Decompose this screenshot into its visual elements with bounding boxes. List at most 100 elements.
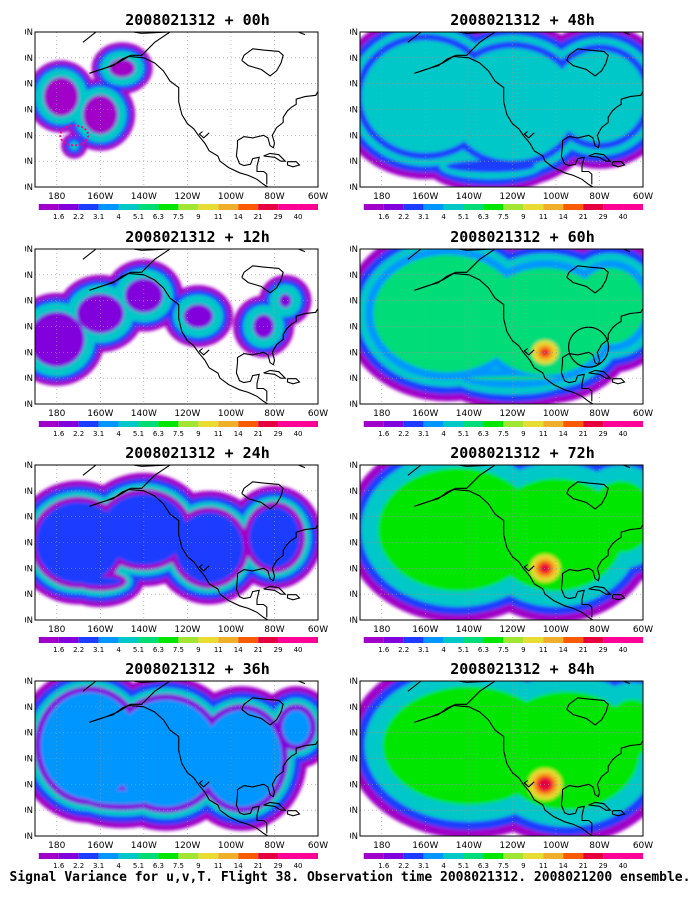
- svg-text:120W: 120W: [499, 192, 525, 202]
- svg-text:120W: 120W: [499, 409, 525, 419]
- svg-text:160W: 160W: [412, 192, 438, 202]
- svg-text:11: 11: [214, 646, 223, 654]
- svg-text:9: 9: [521, 646, 525, 654]
- svg-text:3.1: 3.1: [418, 646, 429, 654]
- svg-text:50N: 50N: [350, 297, 358, 307]
- variance-map: 70N 60N 50N 40N 30N 20N 10N 180 160W 140W 120W 100W…: [350, 245, 653, 438]
- svg-text:1.6: 1.6: [378, 862, 390, 870]
- variance-map: 70N 60N 50N 40N 30N 20N 10N 180 160W 140W 120W 100W…: [350, 28, 653, 221]
- svg-text:140W: 140W: [456, 409, 482, 419]
- svg-text:60N: 60N: [25, 487, 33, 497]
- svg-text:21: 21: [579, 862, 588, 870]
- svg-text:5.1: 5.1: [133, 862, 144, 870]
- svg-text:1.6: 1.6: [378, 646, 390, 654]
- svg-text:140W: 140W: [131, 625, 157, 635]
- panel-title: 2008021312 + 84h: [450, 660, 595, 678]
- variance-map: 70N 60N 50N 40N 30N 20N 10N 180 160W 140W 120W 100W…: [25, 677, 328, 870]
- svg-text:100W: 100W: [543, 192, 569, 202]
- svg-text:100W: 100W: [543, 409, 569, 419]
- svg-text:4: 4: [116, 430, 121, 438]
- variance-map: 70N 60N 50N 40N 30N 20N 10N 180 160W 140W 120W 100W…: [350, 461, 653, 654]
- svg-text:6.3: 6.3: [153, 862, 164, 870]
- svg-text:29: 29: [599, 430, 608, 438]
- svg-text:6.3: 6.3: [153, 430, 164, 438]
- svg-text:60W: 60W: [308, 625, 328, 635]
- svg-text:29: 29: [274, 430, 283, 438]
- svg-text:120W: 120W: [174, 409, 200, 419]
- svg-text:2.2: 2.2: [73, 646, 84, 654]
- svg-text:40N: 40N: [25, 539, 33, 549]
- svg-text:4: 4: [441, 646, 446, 654]
- svg-text:14: 14: [559, 430, 568, 438]
- svg-text:70N: 70N: [25, 677, 33, 687]
- svg-text:3.1: 3.1: [418, 862, 429, 870]
- svg-text:6.3: 6.3: [153, 213, 164, 221]
- svg-text:2.2: 2.2: [398, 430, 409, 438]
- svg-text:70N: 70N: [25, 245, 33, 255]
- svg-text:5.1: 5.1: [458, 862, 469, 870]
- map-panel: 2008021312 + 36h 70N 60N 50N 40N 30N 20N 10N 180…: [25, 654, 370, 879]
- svg-text:7.5: 7.5: [173, 646, 184, 654]
- svg-text:70N: 70N: [350, 461, 358, 471]
- svg-text:9: 9: [196, 862, 200, 870]
- variance-map: 70N 60N 50N 40N 30N 20N 10N 180 160W 140W 120W 100W…: [25, 461, 328, 654]
- svg-text:10N: 10N: [350, 616, 358, 626]
- svg-text:60N: 60N: [25, 54, 33, 64]
- svg-text:7.5: 7.5: [173, 430, 184, 438]
- svg-text:7.5: 7.5: [173, 213, 184, 221]
- svg-text:80W: 80W: [589, 409, 609, 419]
- svg-text:14: 14: [234, 862, 243, 870]
- svg-text:60N: 60N: [350, 271, 358, 281]
- svg-text:30N: 30N: [25, 131, 33, 141]
- svg-text:10N: 10N: [25, 616, 33, 626]
- svg-text:6.3: 6.3: [478, 213, 489, 221]
- svg-text:120W: 120W: [499, 841, 525, 851]
- svg-text:2.2: 2.2: [398, 646, 409, 654]
- svg-text:60W: 60W: [633, 409, 653, 419]
- svg-text:11: 11: [539, 213, 548, 221]
- svg-text:40: 40: [294, 213, 303, 221]
- svg-text:14: 14: [559, 213, 568, 221]
- svg-text:60W: 60W: [308, 841, 328, 851]
- map-panel: 2008021312 + 00h 70N 60N 50N 40N 30N 20N 10N 180…: [25, 5, 370, 230]
- svg-text:21: 21: [254, 646, 263, 654]
- svg-text:6.3: 6.3: [478, 646, 489, 654]
- svg-text:1.6: 1.6: [378, 213, 390, 221]
- svg-text:29: 29: [599, 646, 608, 654]
- svg-text:20N: 20N: [350, 590, 358, 600]
- panel-title: 2008021312 + 12h: [125, 228, 270, 246]
- svg-text:40N: 40N: [350, 755, 358, 765]
- svg-text:120W: 120W: [174, 192, 200, 202]
- svg-text:3.1: 3.1: [93, 646, 104, 654]
- svg-text:5.1: 5.1: [458, 430, 469, 438]
- panel-title: 2008021312 + 36h: [125, 660, 270, 678]
- svg-text:30N: 30N: [350, 564, 358, 574]
- svg-text:30N: 30N: [350, 348, 358, 358]
- svg-text:3.1: 3.1: [93, 430, 104, 438]
- svg-text:4: 4: [441, 213, 446, 221]
- svg-text:11: 11: [539, 862, 548, 870]
- svg-text:50N: 50N: [25, 80, 33, 90]
- panel-title: 2008021312 + 00h: [125, 11, 270, 29]
- svg-text:21: 21: [579, 430, 588, 438]
- svg-text:4: 4: [441, 862, 446, 870]
- svg-text:60W: 60W: [633, 192, 653, 202]
- svg-text:29: 29: [599, 213, 608, 221]
- svg-text:40N: 40N: [350, 106, 358, 116]
- svg-text:40N: 40N: [350, 539, 358, 549]
- svg-text:9: 9: [521, 862, 525, 870]
- svg-text:40: 40: [294, 646, 303, 654]
- svg-text:29: 29: [274, 646, 283, 654]
- svg-text:3.1: 3.1: [418, 430, 429, 438]
- svg-text:160W: 160W: [87, 625, 113, 635]
- svg-text:7.5: 7.5: [498, 862, 509, 870]
- svg-text:2.2: 2.2: [73, 213, 84, 221]
- svg-text:3.1: 3.1: [418, 213, 429, 221]
- svg-text:11: 11: [214, 213, 223, 221]
- svg-text:80W: 80W: [589, 192, 609, 202]
- svg-text:21: 21: [254, 862, 263, 870]
- svg-text:70N: 70N: [25, 28, 33, 38]
- svg-text:14: 14: [234, 430, 243, 438]
- variance-map: 70N 60N 50N 40N 30N 20N 10N 180 160W 140W 120W 100W…: [350, 677, 653, 870]
- svg-text:100W: 100W: [543, 625, 569, 635]
